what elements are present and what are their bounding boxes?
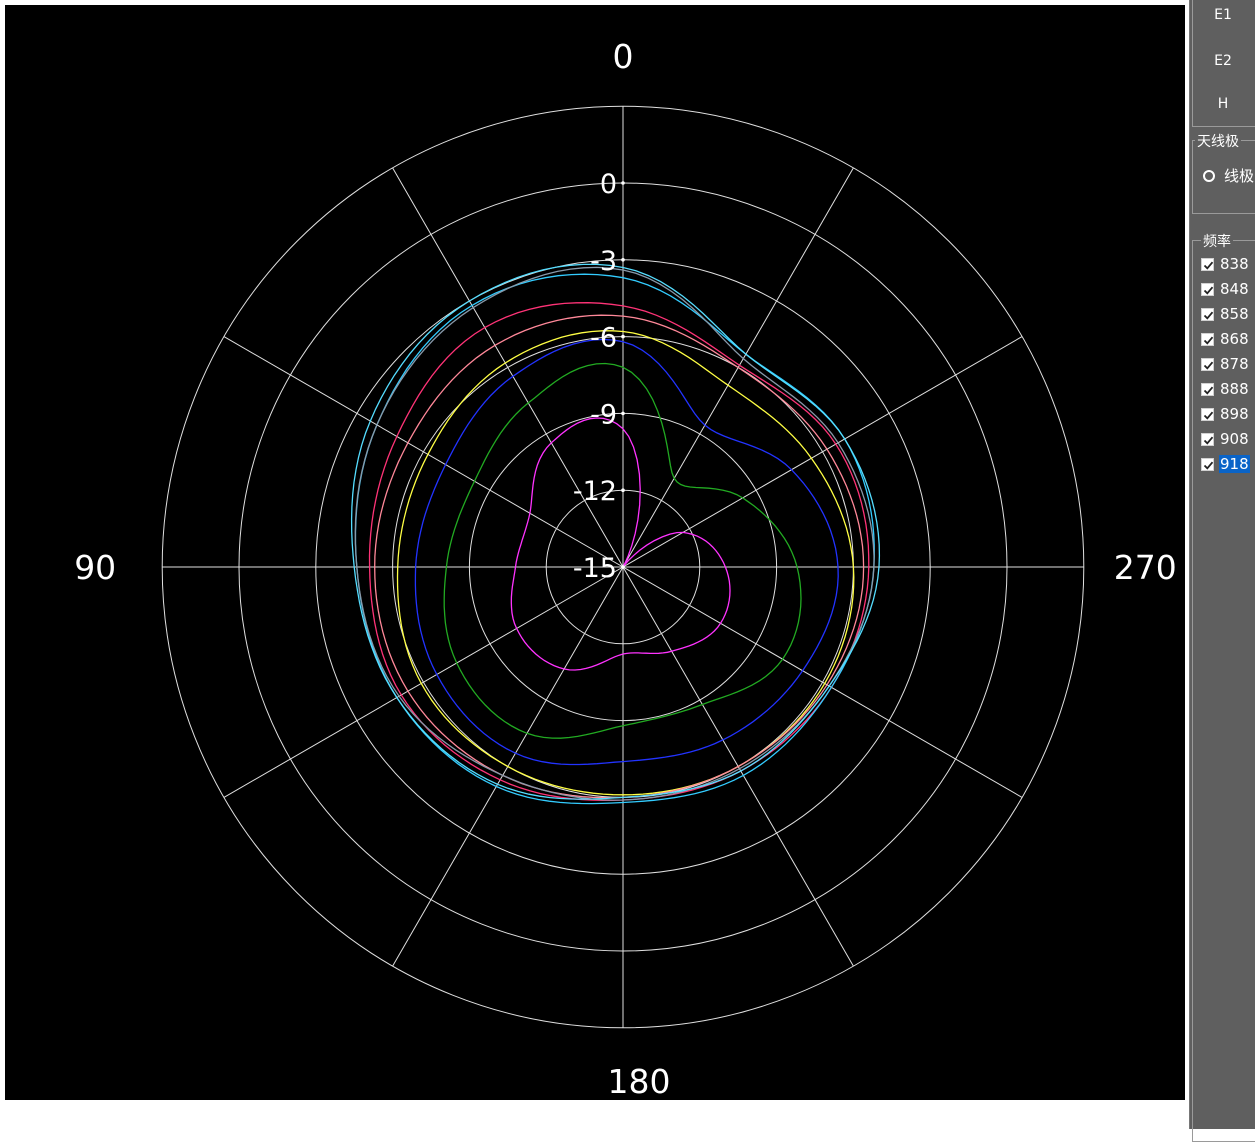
radial-tick-dot	[621, 565, 625, 569]
angle-label: 180	[608, 1062, 671, 1100]
series-line-1	[443, 362, 802, 739]
frequency-label: 908	[1220, 430, 1249, 448]
frequency-label: 918	[1219, 455, 1250, 473]
radial-tick-dot	[621, 411, 625, 416]
frequency-item-848[interactable]: 848	[1201, 279, 1250, 299]
checkbox[interactable]	[1201, 457, 1214, 471]
frequency-item-868[interactable]: 868	[1201, 329, 1250, 349]
frequency-group: 频率 838 848 858 868 878 888 898 908 918	[1192, 231, 1255, 1142]
frequency-item-838[interactable]: 838	[1201, 254, 1250, 274]
radial-tick-label: -9	[590, 399, 617, 430]
angle-label: 90	[74, 548, 116, 587]
field-button-e1[interactable]: E1	[1214, 7, 1232, 23]
series-line-8	[350, 263, 881, 800]
field-button-h[interactable]: H	[1217, 96, 1229, 112]
checkbox[interactable]	[1201, 357, 1214, 371]
radial-tick-dot	[621, 258, 625, 262]
radial-tick-dot	[621, 181, 625, 185]
checkbox[interactable]	[1201, 332, 1214, 346]
polarization-group-title: 天线极	[1195, 131, 1241, 151]
checkbox[interactable]	[1201, 307, 1214, 321]
checkbox[interactable]	[1201, 282, 1214, 296]
polar-chart: 0 -3 -6 -9 -12 -15 0 90 180 270	[74, 37, 1177, 1100]
radio-icon[interactable]	[1203, 169, 1215, 182]
frequency-label: 898	[1220, 405, 1249, 423]
frequency-label: 858	[1220, 305, 1249, 323]
series-line-3	[396, 330, 855, 796]
series-line-7	[354, 266, 875, 801]
radial-tick-dot	[621, 334, 625, 339]
series-line-0	[510, 417, 731, 671]
frequency-item-888[interactable]: 888	[1201, 379, 1250, 399]
frequency-item-878[interactable]: 878	[1201, 354, 1250, 374]
frequency-item-918[interactable]: 918	[1201, 454, 1250, 474]
frequency-item-908[interactable]: 908	[1201, 429, 1250, 449]
grid-spoke	[223, 566, 624, 798]
checkbox[interactable]	[1201, 257, 1214, 271]
frequency-label: 848	[1220, 280, 1249, 298]
checkbox[interactable]	[1201, 382, 1214, 396]
angle-label: 0	[613, 37, 634, 76]
antenna-polarization-group: 天线极 线极	[1192, 131, 1255, 214]
radial-tick-label: -15	[573, 553, 617, 584]
frequency-label: 868	[1220, 330, 1249, 348]
radial-tick-label: -3	[590, 246, 617, 277]
polarization-radio-option[interactable]: 线极	[1203, 165, 1254, 186]
frequency-label: 888	[1220, 380, 1249, 398]
side-panel: E1 E2 H 天线极 线极 频率 838 848 858 868 878 888 898 9…	[1189, 0, 1255, 1142]
polar-plot-area: 0 -3 -6 -9 -12 -15 0 90 180 270	[5, 5, 1185, 1100]
frequency-item-858[interactable]: 858	[1201, 304, 1250, 324]
series-layer	[350, 263, 881, 805]
polarization-option-label: 线极	[1224, 168, 1255, 185]
grid-spoke	[622, 336, 1023, 568]
frequency-label: 838	[1220, 255, 1249, 273]
frequency-group-title: 频率	[1201, 231, 1233, 251]
frequency-item-898[interactable]: 898	[1201, 404, 1250, 424]
grid-spoke	[392, 167, 624, 568]
checkbox[interactable]	[1201, 407, 1214, 421]
label-layer: 0 -3 -6 -9 -12 -15 0 90 180 270	[74, 37, 1177, 1100]
grid-spoke	[223, 336, 624, 568]
field-button-e2[interactable]: E2	[1214, 53, 1232, 69]
radial-tick-label: -12	[573, 476, 617, 507]
grid-spoke	[622, 566, 1023, 798]
checkbox[interactable]	[1201, 432, 1214, 446]
frequency-label: 878	[1220, 355, 1249, 373]
radial-tick-label: -6	[590, 323, 617, 354]
radial-tick-label: 0	[600, 169, 617, 200]
angle-label: 270	[1114, 548, 1177, 587]
field-type-group: E1 E2 H	[1192, 0, 1255, 127]
series-line-2	[414, 338, 839, 766]
radial-tick-dot	[621, 488, 625, 493]
